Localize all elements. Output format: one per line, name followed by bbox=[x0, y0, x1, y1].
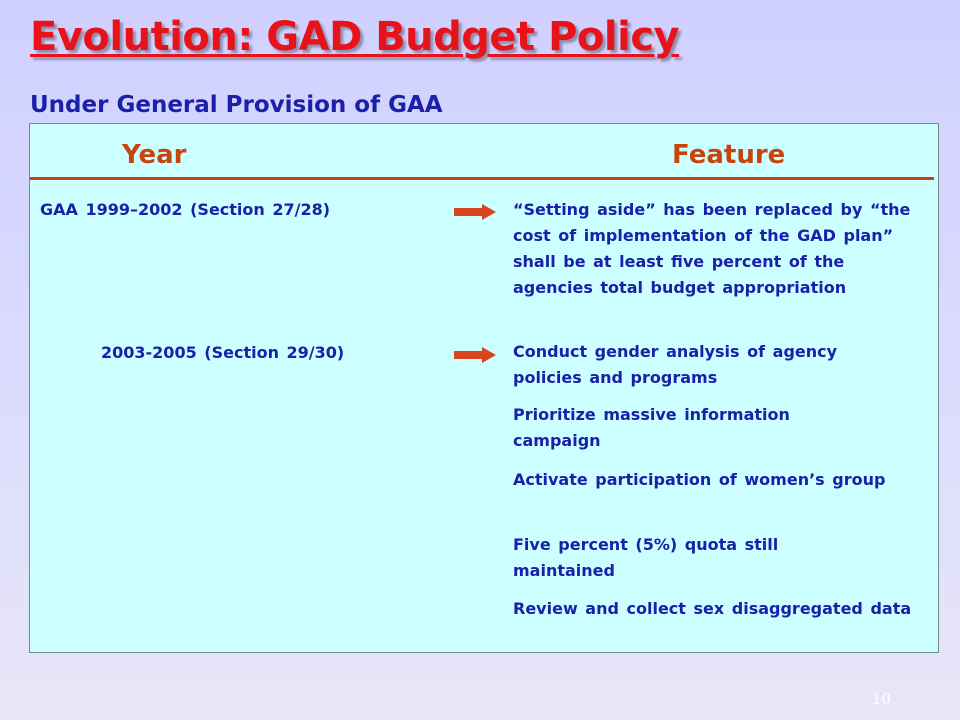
feature-text: “Setting aside” has been replaced by “th… bbox=[513, 200, 911, 297]
row-year-label: GAA 1999–2002 (Section 27/28) bbox=[40, 200, 331, 219]
row-year-label: 2003-2005 (Section 29/30) bbox=[101, 343, 345, 362]
slide-title: Evolution: GAD Budget Policy bbox=[30, 14, 680, 60]
page-number: 10 bbox=[872, 690, 892, 708]
right-arrow-icon bbox=[454, 204, 496, 220]
feature-text: Review and collect sex disaggregated dat… bbox=[513, 599, 912, 618]
header-divider bbox=[30, 177, 934, 180]
slide-subtitle: Under General Provision of GAA bbox=[30, 92, 443, 118]
feature-text: Prioritize massive information campaign bbox=[513, 405, 790, 450]
column-header-year: Year bbox=[122, 140, 187, 170]
feature-text: Activate participation of women’s group bbox=[513, 470, 886, 489]
right-arrow-icon bbox=[454, 347, 496, 363]
column-header-feature: Feature bbox=[672, 140, 786, 170]
feature-text: Five percent (5%) quota still maintained bbox=[513, 535, 779, 580]
feature-text: Conduct gender analysis of agency polici… bbox=[513, 342, 838, 387]
policy-table-panel: Year Feature GAA 1999–2002 (Section 27/2… bbox=[29, 123, 939, 653]
